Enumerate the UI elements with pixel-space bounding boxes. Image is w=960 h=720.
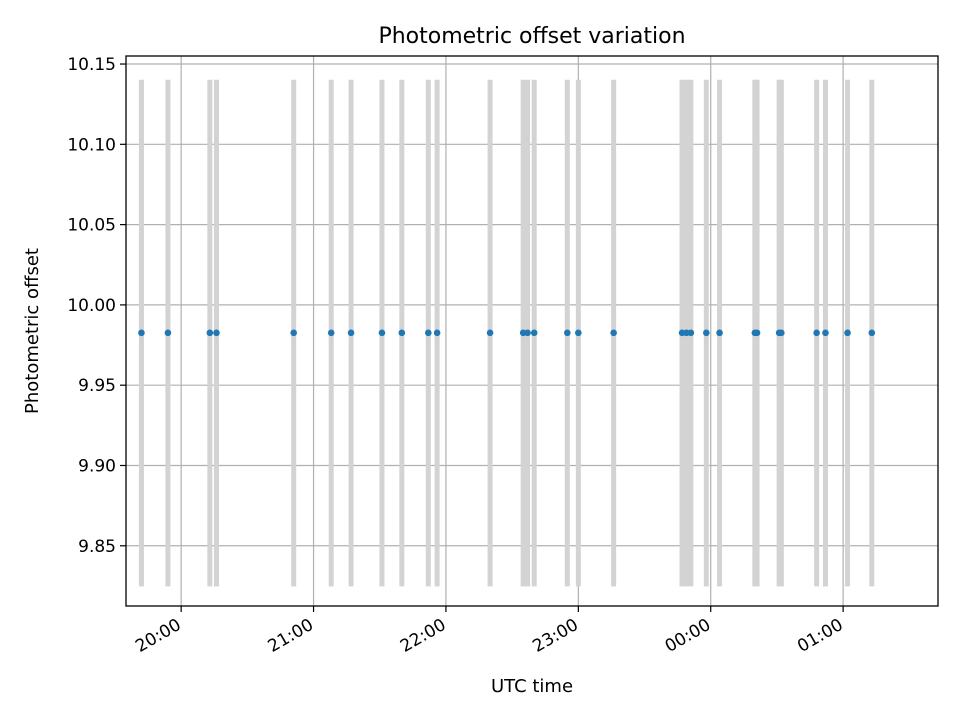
data-point [424, 329, 432, 337]
y-tick-label: 9.85 [78, 537, 116, 557]
data-point [398, 329, 406, 337]
data-points [138, 329, 876, 337]
y-tick-label: 10.00 [67, 296, 116, 316]
plot-frame [125, 55, 939, 607]
chart-title: Photometric offset variation [378, 24, 685, 49]
data-point [575, 329, 582, 337]
data-point [378, 329, 386, 337]
data-point [433, 329, 441, 337]
data-point [530, 329, 538, 337]
data-point [290, 329, 297, 337]
y-tick-label: 9.90 [78, 456, 116, 476]
data-point [524, 329, 531, 337]
y-tick-label: 10.05 [67, 216, 116, 236]
data-point [138, 329, 145, 337]
data-point [868, 329, 876, 337]
data-point [822, 329, 829, 337]
data-point [347, 329, 355, 337]
data-point [610, 329, 617, 337]
x-axis-label: UTC time [491, 676, 573, 697]
y-axis: 9.85 9.90 9.95 10.00 10.05 10.10 10.15 [67, 55, 126, 557]
data-point [703, 329, 710, 337]
data-point [687, 329, 695, 337]
data-point [213, 329, 220, 337]
y-tick-label: 10.10 [67, 135, 116, 155]
data-point [778, 329, 785, 337]
data-point [753, 329, 761, 337]
y-tick-label: 9.95 [78, 376, 116, 396]
data-point [813, 329, 820, 337]
data-point [206, 329, 214, 337]
y-tick-label: 10.15 [67, 55, 116, 75]
data-point [486, 329, 494, 337]
data-point [164, 329, 172, 337]
data-point [844, 329, 851, 337]
data-point [716, 329, 723, 337]
y-axis-label: Photometric offset [22, 248, 43, 414]
data-point [327, 329, 335, 337]
data-point [564, 329, 571, 337]
